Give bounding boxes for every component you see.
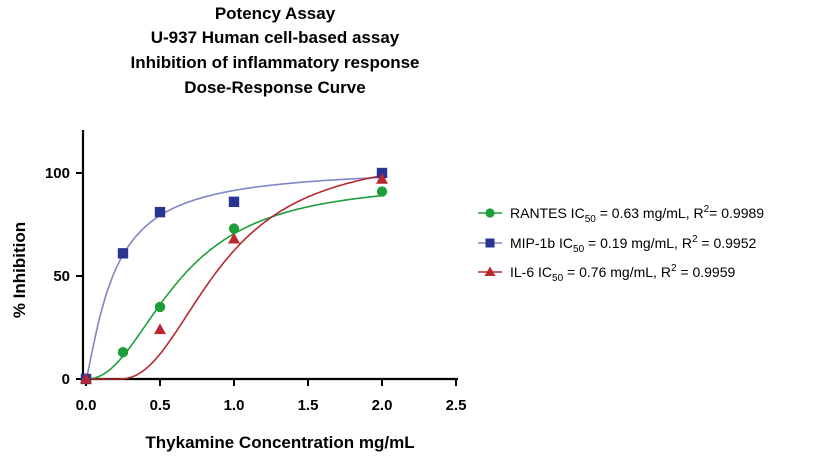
legend-marker-il6: [484, 266, 496, 276]
x-tick-label: 2.5: [446, 397, 467, 414]
legend-r2-value: 0.9989: [721, 205, 764, 221]
x-tick-label: 0.5: [150, 397, 171, 414]
legend-entry-mip1b: MIP-1b IC50 = 0.19 mg/mL, R2 = 0.9952: [478, 234, 757, 255]
legend-series-name: RANTES: [510, 205, 567, 221]
data-points: [80, 167, 388, 385]
data-point-mip1b: [117, 248, 129, 259]
legend-marker-mip1b: [485, 238, 495, 248]
data-point-rantes: [117, 347, 129, 358]
legend-r2-value: 0.9952: [713, 235, 756, 251]
legend-series-name: MIP-1b: [510, 235, 555, 251]
y-tick-label: 100: [45, 165, 70, 182]
x-tick-label: 1.5: [298, 397, 319, 414]
legend-label-mip1b: MIP-1b IC50 = 0.19 mg/mL, R2 = 0.9952: [510, 234, 757, 255]
data-point-rantes: [376, 186, 388, 197]
x-tick-label: 2.0: [372, 397, 393, 414]
x-axis-label: Thykamine Concentration mg/mL: [145, 433, 414, 452]
legend-series-name: IL-6: [510, 264, 534, 280]
title-line-2: U-937 Human cell-based assay: [151, 28, 400, 47]
data-point-mip1b: [228, 196, 240, 208]
data-point-il6: [80, 372, 92, 384]
data-point-rantes: [228, 223, 240, 234]
legend-ic50-value: 0.76 mg/mL: [579, 264, 653, 280]
legend: RANTES IC50 = 0.63 mg/mL, R2= 0.9989 MIP…: [478, 204, 764, 284]
y-tick-label: 50: [53, 268, 70, 285]
title-line-4: Dose-Response Curve: [184, 78, 365, 97]
x-tick-label: 1.0: [224, 397, 245, 414]
data-point-rantes: [154, 301, 166, 313]
y-ticks: 0 50 100: [45, 165, 83, 388]
legend-ic50-value: 0.19 mg/mL: [600, 235, 674, 251]
title-line-1: Potency Assay: [215, 4, 336, 23]
fit-curve-mip1b: [85, 176, 382, 380]
fit-curve-il6: [86, 174, 383, 380]
data-point-il6: [228, 232, 240, 244]
y-tick-label: 0: [62, 371, 70, 388]
legend-r2-value: 0.9959: [692, 264, 735, 280]
legend-label-rantes: RANTES IC50 = 0.63 mg/mL, R2= 0.9989: [510, 204, 764, 225]
fit-curve-rantes: [86, 194, 383, 380]
legend-marker-rantes: [485, 208, 495, 218]
data-point-il6: [376, 172, 388, 184]
legend-ic50-value: 0.63 mg/mL: [612, 205, 686, 221]
data-point-il6: [154, 323, 166, 335]
legend-entry-il6: IL-6 IC50 = 0.76 mg/mL, R2 = 0.9959: [478, 263, 736, 284]
axes: [81, 130, 458, 381]
chart-title: Potency Assay U-937 Human cell-based ass…: [130, 4, 419, 97]
x-ticks: 0.0 0.5 1.0 1.5 2.0 2.5: [76, 379, 467, 414]
x-tick-label: 0.0: [76, 397, 97, 414]
legend-entry-rantes: RANTES IC50 = 0.63 mg/mL, R2= 0.9989: [478, 204, 764, 225]
title-line-3: Inhibition of inflammatory response: [130, 53, 419, 72]
legend-label-il6: IL-6 IC50 = 0.76 mg/mL, R2 = 0.9959: [510, 263, 736, 284]
data-point-mip1b: [154, 206, 166, 218]
y-axis-label: % Inhibition: [10, 222, 29, 318]
